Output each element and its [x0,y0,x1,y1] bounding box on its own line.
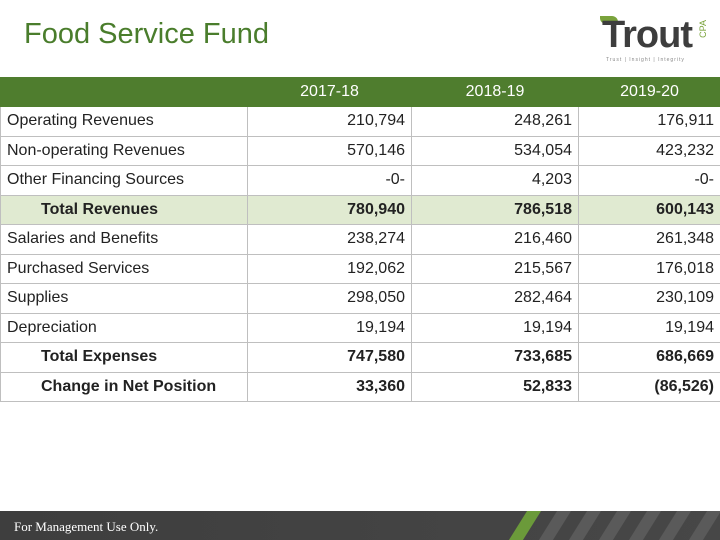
decorative-stripe [538,511,572,540]
table-row: Salaries and Benefits 238,274 216,460 261,3… [0,224,720,255]
row-label: Salaries and Benefits [0,224,248,255]
row-value: 52,833 [411,371,579,402]
trout-cpa-logo: Trout CPA Trust | Insight | Integrity [598,14,708,66]
table-row: Change in Net Position 33,360 52,833 (86,52… [0,371,720,402]
row-value: (86,526) [578,371,720,402]
row-value: 248,261 [411,106,579,137]
row-value: 786,518 [411,194,579,225]
table-row: Other Financing Sources -0- 4,203 -0- [0,165,720,196]
row-value: 19,194 [247,312,412,343]
row-value: 210,794 [247,106,412,137]
table-row: Total Expenses 747,580 733,685 686,669 [0,342,720,373]
row-value: 215,567 [411,253,579,284]
row-value: 176,911 [578,106,720,137]
column-header: 2019-20 [578,77,720,107]
table-row: Total Revenues 780,940 786,518 600,143 [0,194,720,225]
decorative-stripe [628,511,662,540]
row-value: 19,194 [411,312,579,343]
row-value: 423,232 [578,135,720,166]
leaf-icon [600,16,618,24]
row-value: 534,054 [411,135,579,166]
row-label: Depreciation [0,312,248,343]
row-value: 33,360 [247,371,412,402]
header-blank [0,77,248,107]
row-label: Supplies [0,283,248,314]
row-value: -0- [578,165,720,196]
logo-wordmark: Trout [602,14,693,56]
decorative-stripe [658,511,692,540]
financial-table: 2017-18 2018-19 2019-20 Operating Revenu… [0,77,720,402]
row-value: 238,274 [247,224,412,255]
table-row: Supplies 298,050 282,464 230,109 [0,283,720,314]
row-label: Total Expenses [0,342,248,373]
row-value: 192,062 [247,253,412,284]
row-value: 19,194 [578,312,720,343]
footer-text: For Management Use Only. [14,519,159,534]
row-value: 298,050 [247,283,412,314]
row-label: Non-operating Revenues [0,135,248,166]
row-value: 747,580 [247,342,412,373]
logo-tagline: Trust | Insight | Integrity [606,57,685,63]
decorative-stripe [598,511,632,540]
header-row: 2017-18 2018-19 2019-20 [0,77,720,107]
decorative-stripe [508,511,542,540]
row-value: 261,348 [578,224,720,255]
column-header: 2018-19 [411,77,579,107]
row-label: Change in Net Position [0,371,248,402]
row-label: Other Financing Sources [0,165,248,196]
logo-suffix: CPA [698,20,708,38]
row-value: 230,109 [578,283,720,314]
row-value: 600,143 [578,194,720,225]
table-row: Purchased Services 192,062 215,567 176,018 [0,253,720,284]
row-label: Operating Revenues [0,106,248,137]
row-value: 282,464 [411,283,579,314]
column-header: 2017-18 [247,77,412,107]
row-value: 4,203 [411,165,579,196]
table-row: Depreciation 19,194 19,194 19,194 [0,312,720,343]
row-value: 216,460 [411,224,579,255]
row-value: 176,018 [578,253,720,284]
table-row: Non-operating Revenues 570,146 534,054 423,… [0,135,720,166]
row-value: 570,146 [247,135,412,166]
page-title: Food Service Fund [24,18,270,50]
row-value: -0- [247,165,412,196]
row-value: 686,669 [578,342,720,373]
table-row: Operating Revenues 210,794 248,261 176,911 [0,106,720,137]
row-value: 780,940 [247,194,412,225]
row-label: Total Revenues [0,194,248,225]
row-value: 733,685 [411,342,579,373]
footer-bar: For Management Use Only. [0,511,720,540]
decorative-stripe [568,511,602,540]
row-label: Purchased Services [0,253,248,284]
decorative-stripe [688,511,720,540]
